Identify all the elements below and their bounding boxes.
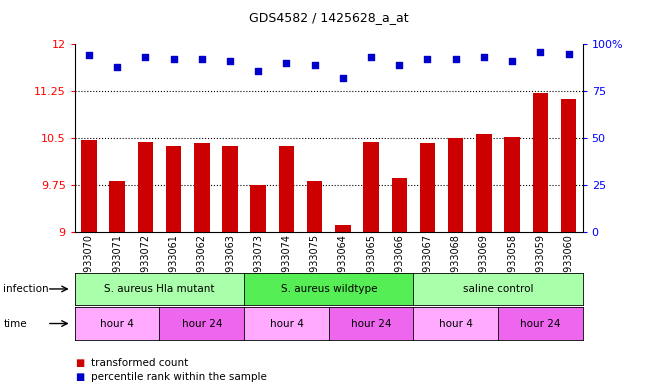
Point: [422, 56, 433, 62]
Text: ■: ■: [75, 372, 84, 382]
Bar: [137, 142, 153, 232]
Bar: [279, 146, 294, 232]
Text: hour 24: hour 24: [520, 318, 561, 329]
Point: [478, 54, 489, 60]
Text: saline control: saline control: [463, 284, 533, 294]
Text: time: time: [3, 318, 27, 329]
Point: [309, 62, 320, 68]
Bar: [194, 142, 210, 232]
Text: S. aureus wildtype: S. aureus wildtype: [281, 284, 377, 294]
Bar: [251, 185, 266, 232]
Bar: [420, 142, 436, 232]
Bar: [363, 142, 379, 232]
Point: [507, 58, 518, 64]
Point: [169, 56, 179, 62]
Bar: [505, 137, 520, 232]
Point: [253, 68, 264, 74]
Bar: [335, 225, 351, 232]
Bar: [307, 181, 322, 232]
Point: [197, 56, 207, 62]
Point: [563, 50, 574, 56]
Bar: [109, 181, 125, 232]
Point: [535, 49, 546, 55]
Text: percentile rank within the sample: percentile rank within the sample: [91, 372, 267, 382]
Point: [225, 58, 235, 64]
Point: [394, 62, 404, 68]
Text: hour 4: hour 4: [439, 318, 473, 329]
Point: [338, 75, 348, 81]
Text: hour 4: hour 4: [100, 318, 134, 329]
Text: transformed count: transformed count: [91, 358, 188, 368]
Bar: [391, 178, 407, 232]
Bar: [166, 146, 182, 232]
Bar: [222, 146, 238, 232]
Text: hour 24: hour 24: [351, 318, 391, 329]
Text: infection: infection: [3, 284, 49, 294]
Point: [84, 52, 94, 58]
Text: hour 4: hour 4: [270, 318, 303, 329]
Bar: [561, 99, 576, 232]
Bar: [81, 140, 97, 232]
Point: [450, 56, 461, 62]
Point: [366, 54, 376, 60]
Text: ■: ■: [75, 358, 84, 368]
Bar: [476, 134, 492, 232]
Text: S. aureus Hla mutant: S. aureus Hla mutant: [104, 284, 215, 294]
Bar: [533, 93, 548, 232]
Bar: [448, 138, 464, 232]
Point: [140, 54, 150, 60]
Text: hour 24: hour 24: [182, 318, 222, 329]
Text: GDS4582 / 1425628_a_at: GDS4582 / 1425628_a_at: [249, 12, 409, 25]
Point: [281, 60, 292, 66]
Point: [112, 64, 122, 70]
